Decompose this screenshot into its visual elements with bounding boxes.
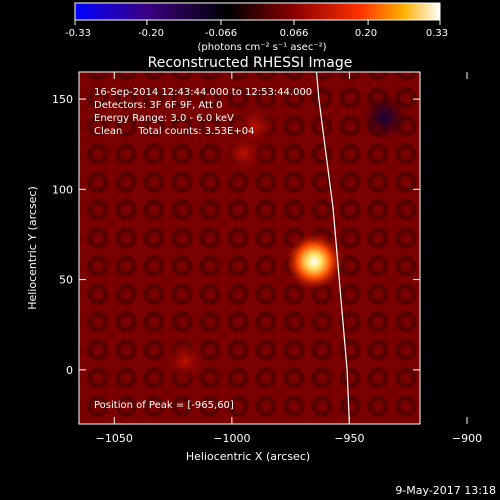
peak-position-label: Position of Peak = [-965,60] bbox=[94, 400, 234, 411]
y-axis: 0 50 100 150 bbox=[52, 93, 420, 377]
x-tick-label: −1000 bbox=[213, 432, 250, 445]
annotation-detectors: Detectors: 3F 6F 9F, Att 0 bbox=[94, 100, 222, 111]
x-tick-label: −900 bbox=[452, 432, 482, 445]
annotation-energy-range: Energy Range: 3.0 - 6.0 keV bbox=[94, 113, 234, 124]
colorbar-unit-label: (photons cm⁻² s⁻¹ asec⁻²) bbox=[197, 42, 326, 53]
plot-area bbox=[79, 72, 420, 424]
emission-blob bbox=[360, 93, 409, 142]
y-tick-label: 50 bbox=[59, 274, 73, 287]
footer-timestamp: 9-May-2017 13:18 bbox=[395, 484, 496, 497]
emission-blob bbox=[231, 102, 280, 151]
colorbar-tick-label: -0.066 bbox=[205, 28, 237, 39]
peak-emission-blob bbox=[284, 231, 345, 292]
x-tick-label: −1050 bbox=[96, 432, 133, 445]
y-tick-label: 150 bbox=[52, 93, 73, 106]
colorbar-tick-label: -0.33 bbox=[65, 28, 91, 39]
x-axis-label: Heliocentric X (arcsec) bbox=[186, 450, 310, 463]
emission-blob bbox=[160, 336, 209, 385]
chart-title: Reconstructed RHESSI Image bbox=[148, 55, 353, 71]
colorbar-tick-label: 0.066 bbox=[280, 28, 309, 39]
y-axis-label: Heliocentric Y (arcsec) bbox=[26, 186, 39, 310]
y-tick-label: 0 bbox=[66, 364, 73, 377]
annotation-clean-counts: Clean Total counts: 3.53E+04 bbox=[94, 126, 254, 137]
heatmap-blobs bbox=[160, 93, 409, 385]
colorbar-ticks bbox=[74, 20, 441, 25]
colorbar-tick-label: 0.20 bbox=[355, 28, 377, 39]
colorbar-tick-label: -0.20 bbox=[138, 28, 164, 39]
solar-limb-curve bbox=[315, 72, 350, 424]
plot-frame bbox=[78, 71, 421, 425]
x-tick-label: −950 bbox=[334, 432, 364, 445]
y-tick-label: 100 bbox=[52, 183, 73, 196]
colorbar bbox=[74, 2, 441, 21]
colorbar-tick-label: 0.33 bbox=[426, 28, 448, 39]
annotation-time-range: 16-Sep-2014 12:43:44.000 to 12:53:44.000 bbox=[94, 87, 312, 98]
x-axis: −1050 −1000 −950 −900 bbox=[96, 72, 482, 445]
